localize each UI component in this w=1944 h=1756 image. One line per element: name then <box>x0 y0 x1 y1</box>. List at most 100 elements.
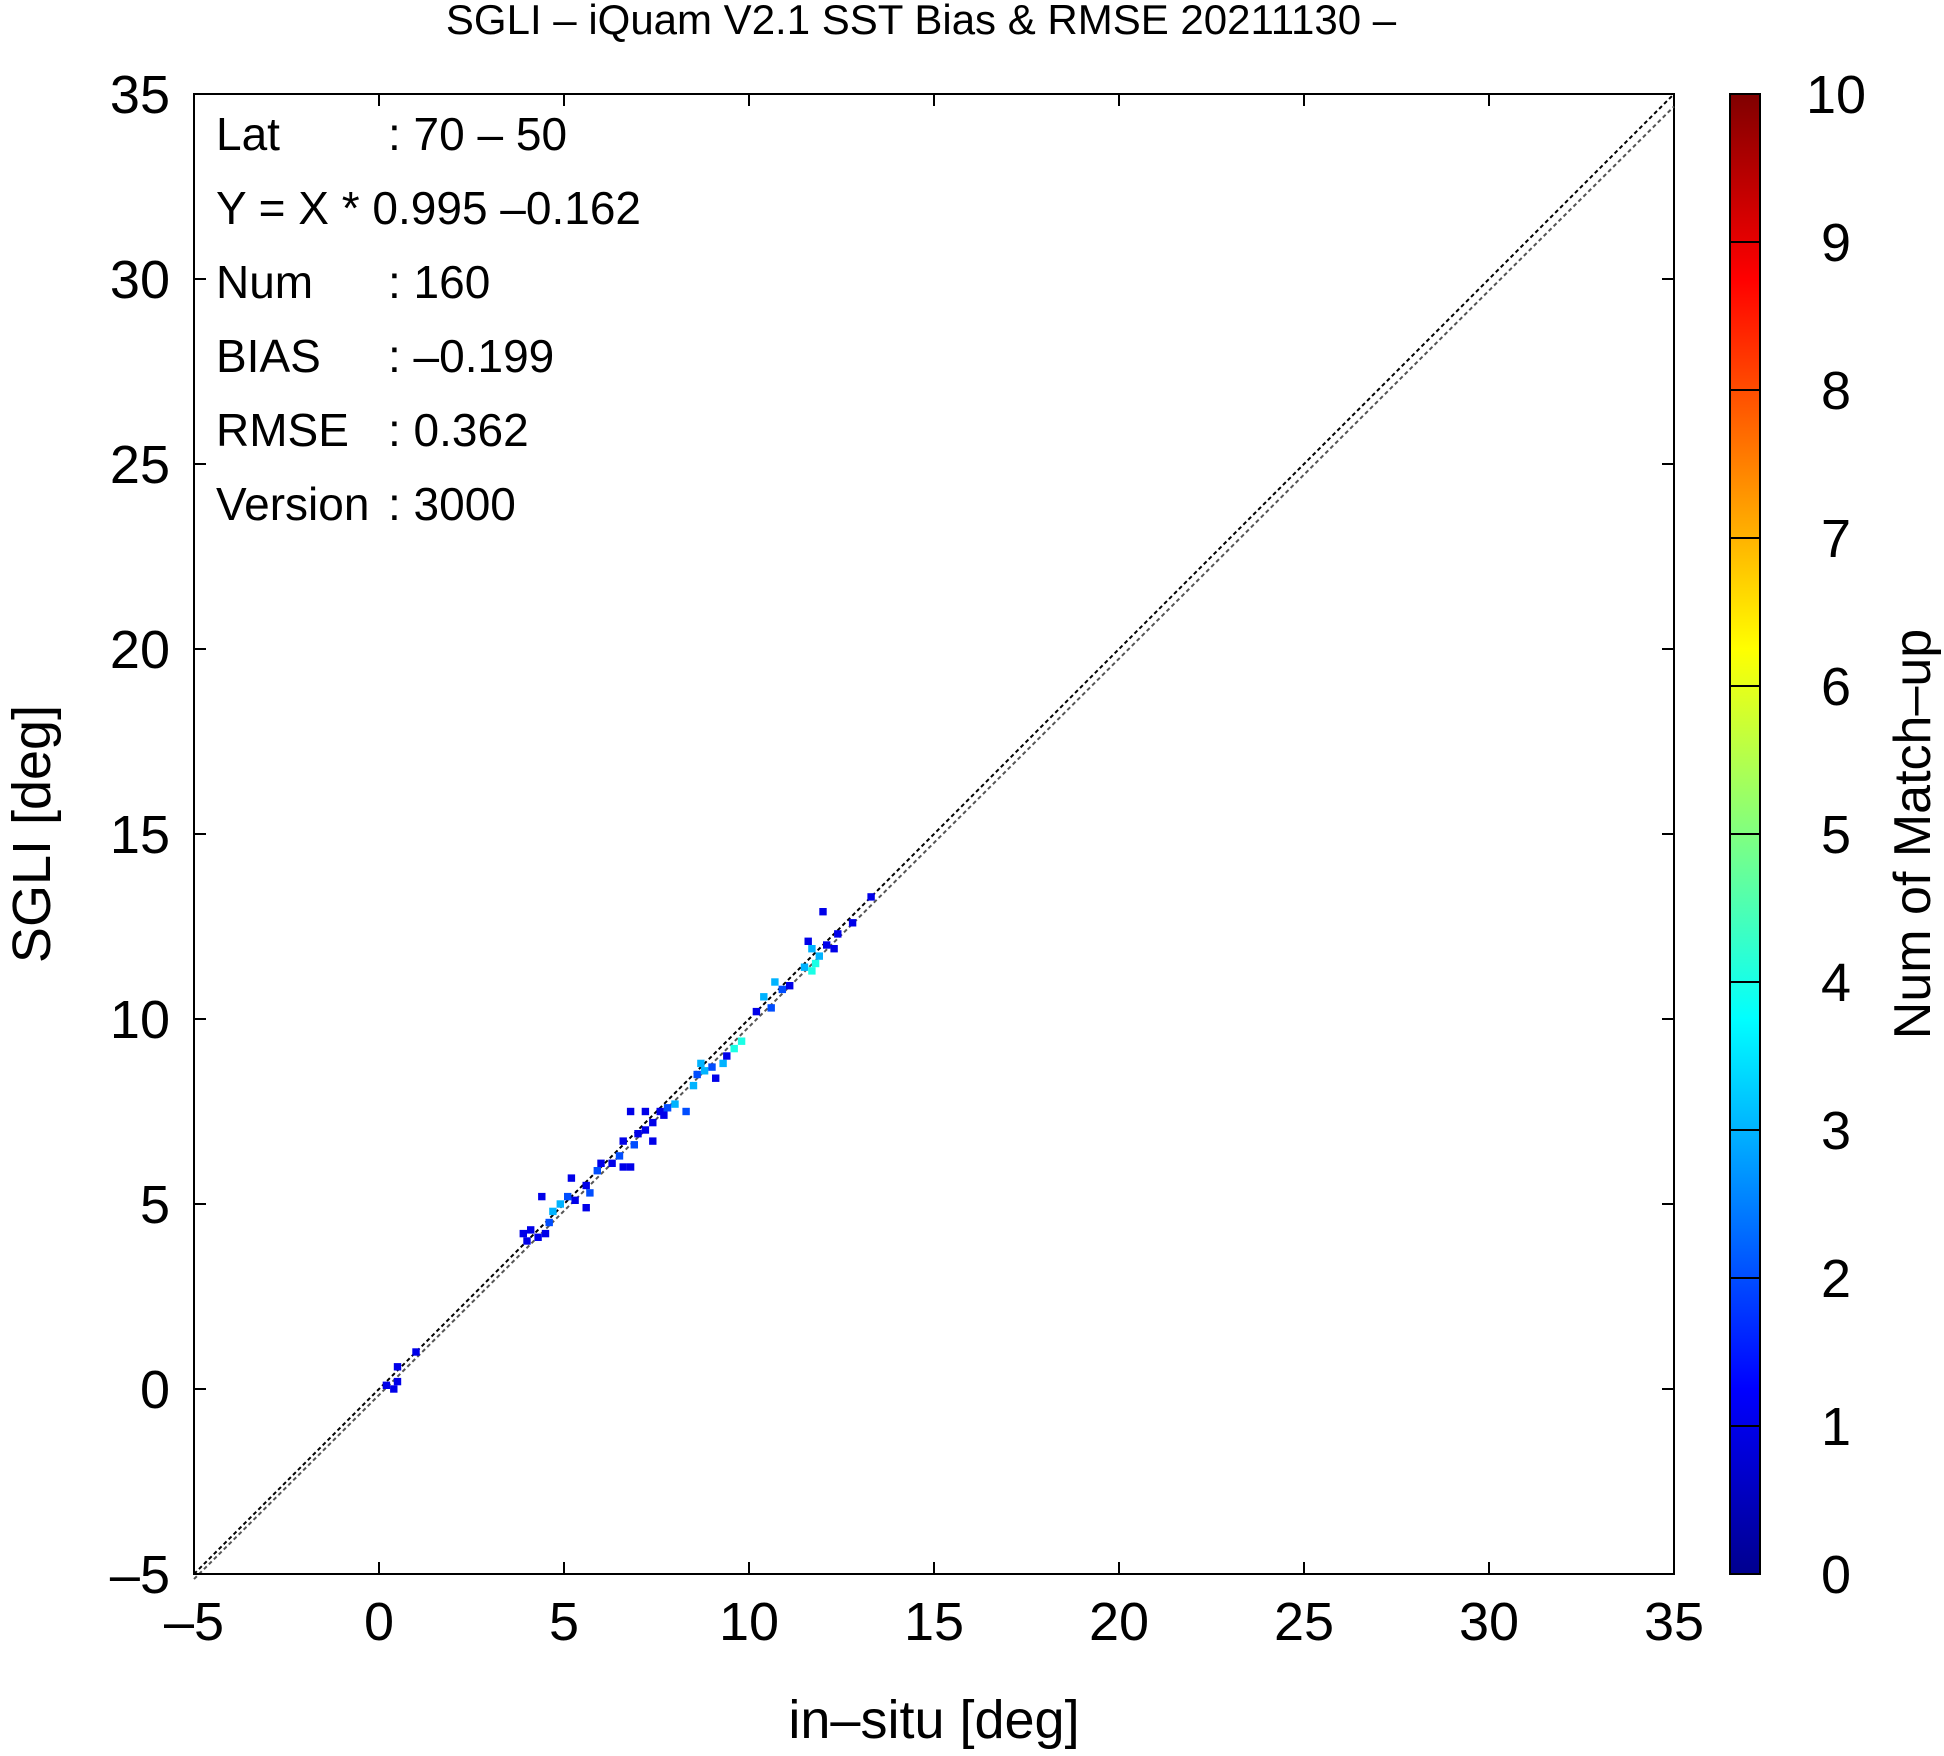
colorbar-tick-label: 9 <box>1821 213 1851 273</box>
match-up-cell <box>730 1044 738 1053</box>
match-up-cell <box>808 967 816 975</box>
match-up-cell <box>626 1107 635 1116</box>
regression-line <box>193 105 1675 1580</box>
x-tick-label: 25 <box>1274 1592 1334 1652</box>
y-tick-label: 5 <box>140 1175 170 1235</box>
stat-label: BIAS <box>216 330 321 382</box>
match-up-cell <box>811 959 820 968</box>
match-up-cell <box>586 1189 594 1197</box>
match-up-cell <box>649 1118 657 1127</box>
match-up-cell <box>712 1074 720 1082</box>
match-up-cell <box>752 1007 761 1016</box>
match-up-cell <box>760 993 768 1001</box>
match-up-cell <box>778 985 786 994</box>
y-tick-label: 15 <box>110 805 170 865</box>
match-up-cell <box>597 1159 605 1167</box>
match-up-cell <box>649 1137 657 1145</box>
match-up-cell <box>564 1192 572 1201</box>
match-up-cell <box>390 1385 398 1393</box>
diagonal-lines <box>193 93 1675 1580</box>
match-up-cell <box>867 893 875 901</box>
match-up-cell <box>538 1192 546 1201</box>
y-tick-label: 25 <box>110 435 170 495</box>
match-up-cell <box>823 941 831 949</box>
match-up-cell <box>619 1163 627 1171</box>
match-up-cell <box>541 1229 550 1238</box>
x-tick-label: 20 <box>1089 1592 1149 1652</box>
match-up-cells <box>382 893 875 1393</box>
match-up-cell <box>830 945 838 953</box>
y-axis-label: SGLI [deg] <box>2 705 62 963</box>
stat-label: RMSE <box>216 404 349 456</box>
match-up-cell <box>671 1100 679 1108</box>
x-axis-ticks: –5 0 5 10 15 20 25 30 35 <box>164 94 1704 1652</box>
colorbar-tick-label: 0 <box>1821 1545 1851 1605</box>
match-up-cell <box>737 1037 746 1045</box>
colorbar-tick-label: 10 <box>1806 65 1866 125</box>
y-axis-ticks: –5 0 5 10 15 20 25 30 35 <box>110 65 1674 1605</box>
x-tick-label: 30 <box>1459 1592 1519 1652</box>
match-up-cell <box>723 1052 731 1060</box>
match-up-cell <box>700 1067 709 1075</box>
colorbar-tick-label: 6 <box>1821 657 1851 717</box>
colorbar-tick-label: 3 <box>1821 1101 1851 1161</box>
match-up-cell <box>593 1167 601 1175</box>
stat-value: : –0.199 <box>388 330 554 382</box>
match-up-cell <box>719 1059 727 1068</box>
y-tick-label: 10 <box>110 990 170 1050</box>
stat-value: : 3000 <box>388 478 516 530</box>
match-up-cell <box>545 1218 553 1227</box>
chart-title: SGLI – iQuam V2.1 SST Bias & RMSE 202111… <box>446 0 1397 43</box>
stat-value: : 160 <box>388 256 490 308</box>
match-up-cell <box>393 1377 402 1386</box>
match-up-cell <box>393 1363 402 1371</box>
x-tick-label: –5 <box>164 1592 224 1652</box>
x-tick-label: 10 <box>719 1592 779 1652</box>
match-up-cell <box>567 1174 576 1182</box>
y-tick-label: 35 <box>110 65 170 125</box>
stat-label: Lat <box>216 108 280 160</box>
match-up-cell <box>786 982 794 990</box>
colorbar-tick-label: 7 <box>1821 509 1851 569</box>
x-axis-label: in–situ [deg] <box>788 1690 1079 1750</box>
match-up-cell <box>571 1196 579 1204</box>
match-up-cell <box>527 1226 535 1234</box>
match-up-cell <box>660 1111 668 1119</box>
colorbar-tick-label: 8 <box>1821 361 1851 421</box>
one-to-one-line <box>193 93 1675 1575</box>
colorbar-tick-label: 5 <box>1821 805 1851 865</box>
match-up-cell <box>693 1070 701 1079</box>
y-tick-label: 30 <box>110 250 170 310</box>
match-up-cell <box>582 1181 590 1190</box>
match-up-cell <box>804 937 812 945</box>
x-tick-label: 15 <box>904 1592 964 1652</box>
match-up-cell <box>771 978 779 986</box>
colorbar-tick-label: 2 <box>1821 1249 1851 1309</box>
stat-value: : 0.362 <box>388 404 529 456</box>
match-up-cell <box>630 1141 638 1149</box>
stat-label: Version <box>216 478 369 530</box>
match-up-cell <box>708 1063 716 1071</box>
stat-label: Num <box>216 256 313 308</box>
y-tick-label: –5 <box>110 1545 170 1605</box>
statistics-box: Lat : 70 – 50 Y = X * 0.995 –0.162 Num : 160… <box>216 108 641 530</box>
x-tick-label: 0 <box>364 1592 394 1652</box>
match-up-cell <box>848 919 857 927</box>
colorbar-ticks: 0 1 2 3 4 5 6 7 8 9 10 <box>1730 65 1866 1605</box>
stat-value: : 70 – 50 <box>388 108 567 160</box>
colorbar-tick-label: 4 <box>1821 953 1851 1013</box>
match-up-cell <box>608 1159 616 1167</box>
match-up-cell <box>549 1207 557 1216</box>
match-up-cell <box>523 1237 531 1245</box>
match-up-cell <box>697 1059 705 1068</box>
match-up-cell <box>582 1204 590 1212</box>
match-up-cell <box>815 952 823 960</box>
match-up-cell <box>641 1126 650 1134</box>
match-up-cell <box>615 1152 624 1160</box>
match-up-cell <box>800 963 809 971</box>
stat-label: Y = X * 0.995 –0.162 <box>216 182 641 234</box>
match-up-cell <box>767 1004 775 1012</box>
y-tick-label: 0 <box>140 1360 170 1420</box>
x-tick-label: 5 <box>549 1592 579 1652</box>
